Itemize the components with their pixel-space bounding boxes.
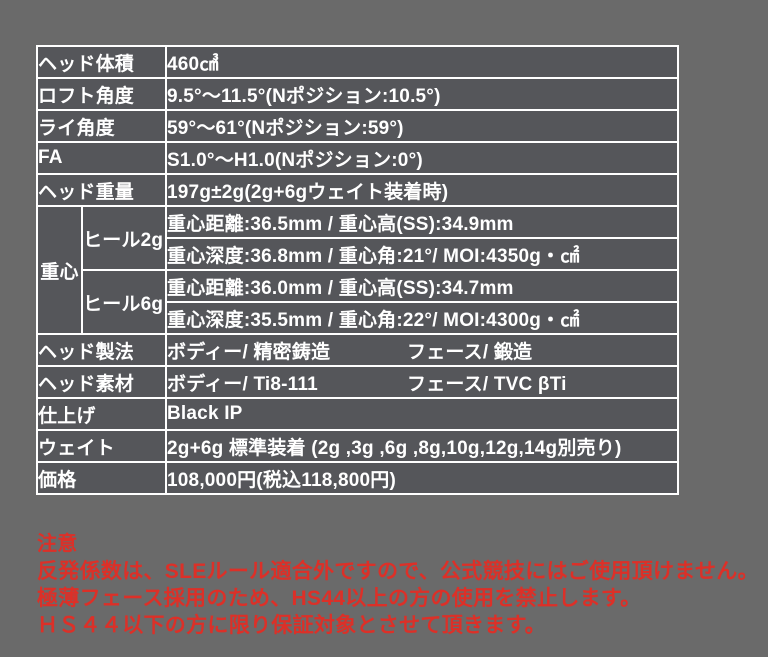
spec-row-finish: 仕上げ Black IP: [35, 397, 680, 431]
spec-table: ヘッド体積 460㎤ ロフト角度 9.5°〜11.5°(Nポジション:10.5°…: [35, 45, 680, 495]
spec-label: ロフト角度: [35, 77, 168, 111]
caution-title: 注意: [37, 533, 78, 555]
spec-label: 価格: [35, 461, 168, 495]
gravity-sub-label-heel6g: ヒール6g: [80, 269, 168, 335]
spec-value-body: ボディー/ 精密鋳造: [167, 341, 331, 363]
spec-value: S1.0°〜H1.0(Nポジション:0°): [165, 141, 680, 175]
spec-row-loft-angle: ロフト角度 9.5°〜11.5°(Nポジション:10.5°): [35, 77, 680, 111]
spec-row-price: 価格 108,000円(税込118,800円): [35, 461, 680, 495]
caution-notes: 注意 反発係数は、SLEルール適合外ですので、公式競技にはご使用頂けません。 極…: [37, 531, 759, 639]
spec-label: ヘッド重量: [35, 173, 168, 207]
gravity-sub-label-heel2g: ヒール2g: [80, 205, 168, 271]
spec-label: 仕上げ: [35, 397, 168, 431]
spec-value: 9.5°〜11.5°(Nポジション:10.5°): [165, 77, 680, 111]
spec-label: ウェイト: [35, 429, 168, 463]
spec-value: 197g±2g(2g+6gウェイト装着時): [165, 173, 680, 207]
spec-row-head-construction: ヘッド製法 ボディー/ 精密鋳造 フェース/ 鍛造: [35, 333, 680, 367]
spec-value-face: フェース/ TVC βTi: [407, 373, 567, 395]
spec-value-body: ボディー/ Ti8-111: [167, 373, 318, 395]
spec-value: ボディー/ 精密鋳造 フェース/ 鍛造: [165, 333, 680, 367]
spec-row-head-volume: ヘッド体積 460㎤: [35, 45, 680, 79]
spec-row-gravity-heel6g-1: ヒール6g 重心距離:36.0mm / 重心高(SS):34.7mm: [37, 269, 680, 335]
spec-label: ヘッド製法: [35, 333, 168, 367]
spec-row-gravity-heel2g-2: 重心深度:36.8mm / 重心角:21°/ MOI:4350g・㎠: [37, 237, 680, 271]
spec-label: ヘッド素材: [35, 365, 168, 399]
spec-value: 108,000円(税込118,800円): [165, 461, 680, 495]
spec-row-head-weight: ヘッド重量 197g±2g(2g+6gウェイト装着時): [35, 173, 680, 207]
note-line-thin-face: 極薄フェース採用のため、HS44以上の方の使用を禁止します。: [37, 587, 642, 610]
spec-row-lie-angle: ライ角度 59°〜61°(Nポジション:59°): [35, 109, 680, 143]
gravity-label: 重心: [36, 205, 83, 335]
spec-value-face: フェース/ 鍛造: [407, 341, 533, 363]
spec-value: 重心深度:36.8mm / 重心角:21°/ MOI:4350g・㎠: [165, 237, 680, 271]
spec-label: ヘッド体積: [35, 45, 168, 79]
note-line-sle-rule: 反発係数は、SLEルール適合外ですので、公式競技にはご使用頂けません。: [37, 560, 759, 583]
note-line-warranty: ＨＳ４４以下の方に限り保証対象とさせて頂きます。: [37, 614, 547, 637]
spec-label: ライ角度: [35, 109, 168, 143]
spec-value: 重心深度:35.5mm / 重心角:22°/ MOI:4300g・㎠: [165, 301, 680, 335]
spec-row-head-material: ヘッド素材 ボディー/ Ti8-111 フェース/ TVC βTi: [35, 365, 680, 399]
spec-row-gravity-heel2g-1: 重心 ヒール2g 重心距離:36.5mm / 重心高(SS):34.9mm: [36, 205, 680, 335]
spec-value: Black IP: [165, 397, 680, 431]
spec-row-gravity-heel6g-2: 重心深度:35.5mm / 重心角:22°/ MOI:4300g・㎠: [37, 301, 680, 335]
spec-value: 2g+6g 標準装着 (2g ,3g ,6g ,8g,10g,12g,14g別売…: [165, 429, 680, 463]
spec-value: 重心距離:36.0mm / 重心高(SS):34.7mm: [165, 269, 680, 303]
spec-value: 重心距離:36.5mm / 重心高(SS):34.9mm: [165, 205, 680, 239]
spec-row-weight-options: ウェイト 2g+6g 標準装着 (2g ,3g ,6g ,8g,10g,12g,…: [35, 429, 680, 463]
spec-value: ボディー/ Ti8-111 フェース/ TVC βTi: [165, 365, 680, 399]
spec-value: 59°〜61°(Nポジション:59°): [165, 109, 680, 143]
spec-value: 460㎤: [165, 45, 680, 79]
spec-label: FA: [35, 141, 168, 175]
spec-row-fa: FA S1.0°〜H1.0(Nポジション:0°): [35, 141, 680, 175]
